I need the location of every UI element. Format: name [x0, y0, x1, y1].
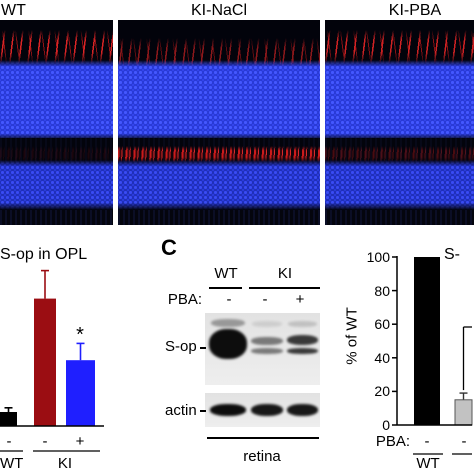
plexiform-gap: [0, 138, 113, 162]
inner-plexiform-layer: [0, 210, 113, 225]
micrograph-ki-nacl: [118, 20, 320, 225]
sop-band-lower: [287, 348, 318, 354]
micrograph-ki-pba: [325, 20, 474, 225]
sop-band-upper: [211, 319, 245, 327]
blot-row-label: PBA:: [167, 291, 202, 308]
outer-segment-staining: [0, 30, 113, 64]
sop-lane-ki-plus: [285, 313, 319, 385]
y-tick-label: 80: [374, 282, 390, 299]
sop-band-main: [287, 335, 318, 345]
right-chart-group-wt: WT: [416, 455, 440, 472]
tissue-line: [207, 437, 319, 439]
bar: [0, 412, 17, 426]
right-chart-category: -: [424, 433, 430, 450]
right-chart-title: S-: [444, 246, 460, 263]
bar: [66, 360, 95, 426]
plexiform-gap: [325, 138, 474, 162]
blot-group-wt: WT: [214, 265, 238, 282]
actin-band-label: actin: [165, 402, 197, 419]
left-bar-chart: [0, 269, 104, 452]
sop-band-upper: [288, 321, 317, 327]
left-chart-category: +: [75, 433, 85, 450]
outer-nuclear-layer: [118, 60, 320, 140]
sop-band-upper: [252, 321, 282, 327]
right-bar-chart: [392, 256, 473, 455]
sop-lane-wt: [208, 313, 248, 385]
sop-band-main: [209, 329, 247, 359]
left-chart-category: -: [42, 433, 48, 450]
actin-band: [210, 404, 246, 416]
micrograph-label-ki-pba: KI-PBA: [388, 2, 442, 19]
y-tick-label: 20: [374, 383, 390, 400]
outer-nuclear-layer: [325, 60, 474, 140]
sop-marker-dash: [200, 347, 206, 349]
right-chart-ylabel: % of WT: [343, 307, 361, 365]
left-chart-annotation: *: [76, 324, 84, 346]
y-tick-label: 40: [374, 349, 390, 366]
actin-lane-wt: [208, 393, 248, 427]
actin-lane-ki-minus: [249, 393, 285, 427]
opl-staining: [118, 146, 320, 162]
outer-nuclear-layer: [0, 60, 113, 140]
opl-staining: [325, 146, 474, 162]
sop-band-label: S-op: [165, 338, 197, 355]
left-chart-title: S-op in OPL: [0, 246, 88, 263]
inner-nuclear-layer: [325, 160, 474, 210]
y-tick-label: 60: [374, 316, 390, 333]
left-chart-category: -: [6, 433, 12, 450]
micrograph-wt: [0, 20, 113, 225]
actin-marker-dash: [200, 410, 206, 412]
blot-lane-treatment: -: [226, 291, 232, 308]
bar: [414, 257, 440, 425]
blot-group-line-ki: [249, 287, 320, 289]
sop-lane-ki-minus: [249, 313, 285, 385]
bar: [34, 298, 56, 426]
actin-band: [287, 404, 318, 416]
left-chart-group-ki: KI: [57, 455, 73, 472]
bar: [454, 399, 473, 426]
blot-group-line-wt: [209, 287, 242, 289]
left-chart-group-wt: WT: [0, 455, 24, 472]
inner-nuclear-layer: [118, 160, 320, 210]
inner-nuclear-layer: [0, 160, 113, 210]
y-tick-label: 100: [366, 249, 390, 265]
inner-plexiform-layer: [118, 210, 320, 225]
right-chart-row-label: PBA:: [375, 433, 410, 450]
tissue-label: retina: [243, 448, 281, 465]
panel-letter: C: [161, 235, 177, 260]
sop-band-main: [251, 337, 283, 345]
opl-staining: [0, 146, 113, 162]
micrograph-label-wt: WT: [1, 2, 26, 19]
outer-segment-staining: [325, 30, 474, 64]
actin-lane-ki-plus: [285, 393, 319, 427]
micrograph-label-ki-nacl: KI-NaCl: [190, 2, 248, 19]
blot-lane-treatment: -: [262, 291, 268, 308]
blot-lane-treatment: +: [295, 291, 305, 308]
actin-band: [251, 404, 283, 416]
sop-blot: [205, 313, 320, 385]
sop-band-lower: [251, 348, 283, 354]
inner-plexiform-layer: [325, 210, 474, 225]
blot-group-ki: KI: [277, 265, 293, 282]
y-tick-label: 0: [382, 417, 390, 433]
actin-blot: [205, 393, 320, 427]
right-chart-category: -: [461, 433, 467, 450]
